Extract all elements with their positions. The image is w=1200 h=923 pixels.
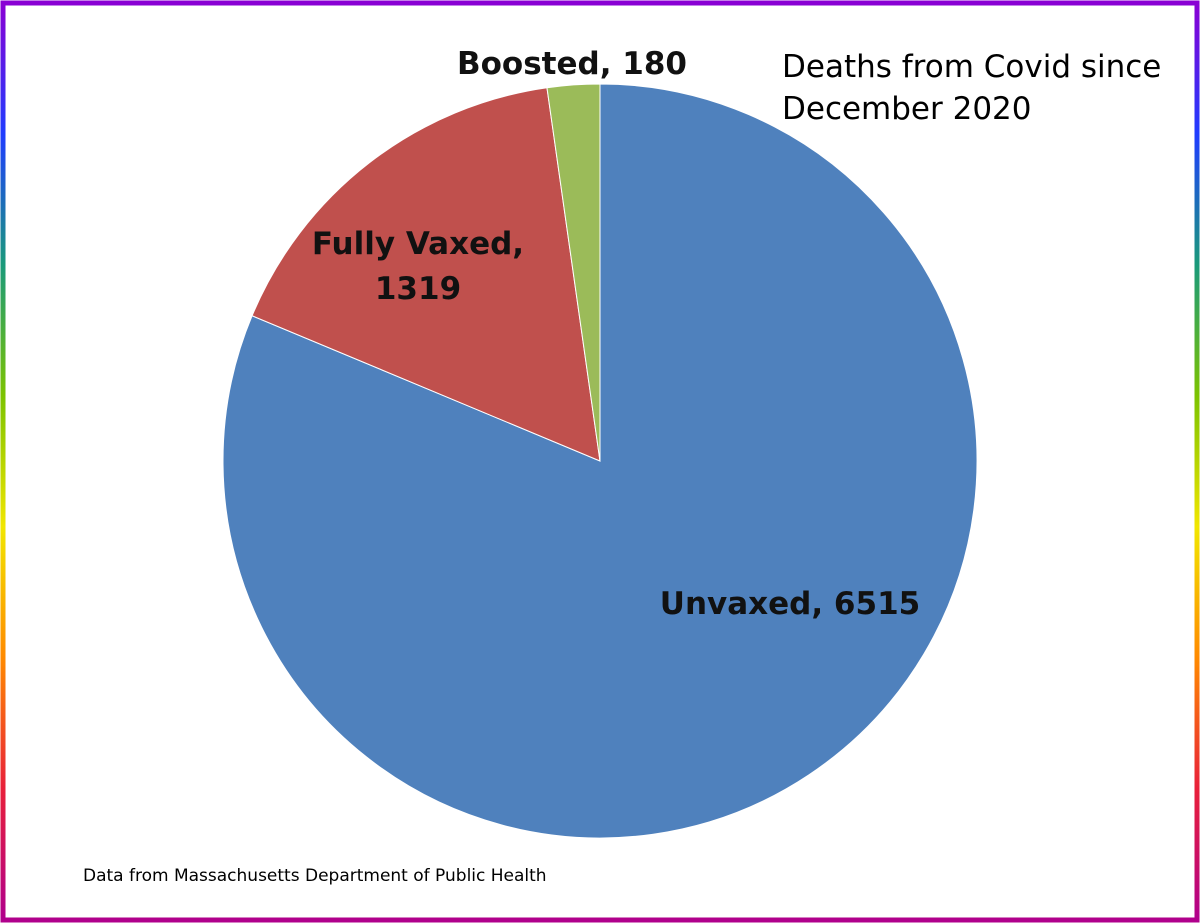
- pie-slices: [222, 83, 978, 839]
- pie-slice-fully-vaxed: [251, 87, 601, 462]
- chart-title: Deaths from Covid since December 2020: [782, 49, 1162, 127]
- pie-labels: Unvaxed, 6515 Fully Vaxed, 1319 Boosted, 18…: [312, 46, 920, 622]
- slice-label-fully-vaxed: Fully Vaxed, 1319: [312, 226, 524, 307]
- slice-label-boosted: Boosted, 180: [457, 46, 687, 82]
- slice-label-unvaxed: Unvaxed, 6515: [660, 586, 920, 622]
- pie-slice-boosted: [546, 83, 601, 462]
- source-note: Data from Massachusetts Department of Pu…: [83, 866, 547, 886]
